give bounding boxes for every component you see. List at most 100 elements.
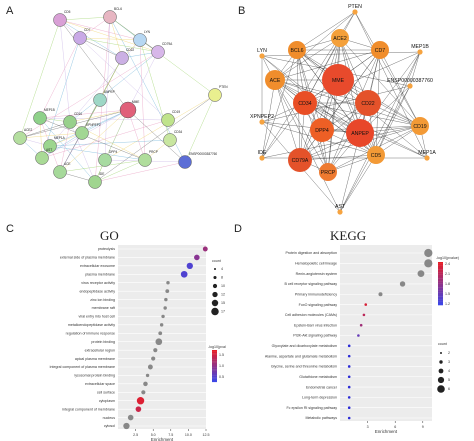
network-a-node-label: MME xyxy=(132,100,139,104)
go-color-legend-swatch xyxy=(212,375,217,378)
network-a-node xyxy=(75,126,89,140)
kegg-color-legend-swatch xyxy=(438,276,443,279)
network-a-node xyxy=(161,113,175,127)
go-color-legend-swatch xyxy=(212,374,217,376)
network-a-node-label: CD34 xyxy=(174,130,182,134)
go-xtick-label: 10.0 xyxy=(185,433,192,437)
network-b-edge xyxy=(299,154,377,161)
network-b-edge xyxy=(339,51,421,213)
go-category-label: viral entry into host cell xyxy=(78,315,115,319)
network-a-edge xyxy=(104,16,111,161)
network-a-node-label: AST xyxy=(46,148,52,152)
go-point xyxy=(164,297,168,302)
network-a-edge xyxy=(59,19,71,123)
kegg-category-label: Fc epsilon RI signaling pathway xyxy=(286,406,337,410)
go-xtick-label: 5.0 xyxy=(151,433,156,437)
kegg-color-legend-swatch xyxy=(438,296,443,299)
kegg-point xyxy=(347,416,351,420)
network-a-edge xyxy=(127,51,159,111)
network-b-node-label: MEP1B xyxy=(411,44,429,50)
go-color-legend-swatch xyxy=(212,359,217,362)
network-a-edge xyxy=(19,132,83,139)
kegg-color-legend-swatch xyxy=(438,274,443,277)
network-b-edge xyxy=(274,79,329,173)
kegg-point xyxy=(424,259,433,268)
kegg-category-label: Metabolic pathways xyxy=(305,416,337,420)
network-a-edge xyxy=(69,51,159,123)
kegg-size-legend-label: 4 xyxy=(448,369,450,373)
kegg-category-label: Glutathione metabolism xyxy=(299,375,337,379)
network-a-node xyxy=(138,153,152,167)
network-b-node-label: MME xyxy=(332,78,345,84)
network-b-node-label: CD79A xyxy=(292,158,309,164)
panel-label-a: A xyxy=(6,5,14,17)
network-a-edge xyxy=(49,145,146,161)
network-a-edge xyxy=(81,109,129,134)
network-b-edge xyxy=(296,11,356,51)
kegg-color-legend-swatch xyxy=(438,289,443,291)
go-size-legend-dot xyxy=(214,268,216,270)
kegg-color-legend-swatch xyxy=(438,303,443,306)
network-b-edge xyxy=(296,49,323,131)
kegg-color-legend-label: 1.8 xyxy=(445,282,450,286)
go-color-legend-swatch xyxy=(212,364,217,367)
network-a-node-label: ACE2 xyxy=(24,128,33,132)
kegg-point xyxy=(347,344,351,348)
network-b-node xyxy=(417,49,423,55)
network-a-node xyxy=(13,131,27,145)
kegg-size-legend-dot xyxy=(438,368,444,374)
go-point xyxy=(161,314,165,319)
kegg-color-legend-swatch xyxy=(438,262,443,264)
network-a-node-label: MEP1B xyxy=(44,108,55,112)
go-color-legend-swatch xyxy=(212,378,217,381)
kegg-category-label: Alanine, aspartate and glutamate metabol… xyxy=(265,354,337,358)
kegg-color-legend-swatch xyxy=(438,271,443,273)
network-a-edge xyxy=(104,94,216,161)
go-color-legend-swatch xyxy=(212,361,217,363)
network-a-node-label: PRCP xyxy=(149,150,158,154)
network-b-node-label: IDE xyxy=(258,150,267,156)
network-a-edge xyxy=(41,119,169,159)
network-a-edge xyxy=(49,109,129,147)
network-a-edge xyxy=(59,19,159,53)
kegg-size-legend-title: count xyxy=(438,342,447,346)
network-a-node-label: CD79A xyxy=(162,42,173,46)
network-a-node-label: CD5 xyxy=(64,10,71,14)
network-a-edge xyxy=(79,37,141,41)
go-category-label: metalloendopeptidase activity xyxy=(68,323,115,327)
network-b-node-label: LYN xyxy=(257,48,267,54)
network-a-node-label: ENSP00000387760 xyxy=(189,152,217,156)
go-title: GO xyxy=(100,228,119,243)
kegg-color-legend-label: 1.5 xyxy=(445,292,450,296)
network-b-node-label: CD22 xyxy=(361,101,374,107)
network-a-node xyxy=(43,139,57,153)
go-category-label: virus receptor activity xyxy=(81,281,115,285)
network-a-edge xyxy=(39,117,146,161)
go-point xyxy=(123,422,130,430)
go-point xyxy=(153,348,158,353)
go-size-legend-label: 10 xyxy=(221,284,225,288)
network-b-node xyxy=(259,155,265,161)
go-category-label: extracellular exosome xyxy=(80,264,115,268)
kegg-color-legend-swatch xyxy=(438,294,443,297)
network-b-node xyxy=(259,119,265,125)
kegg-category-label: Primary immunodeficiency xyxy=(295,292,337,296)
kegg-category-label: Renin-angiotensin system xyxy=(296,272,337,276)
network-b-node xyxy=(371,41,389,59)
network-a-edge xyxy=(19,19,61,139)
kegg-size-legend-dot xyxy=(439,360,443,364)
network-a-node xyxy=(88,175,102,189)
kegg-color-legend-swatch xyxy=(438,298,443,300)
kegg-color-legend-swatch xyxy=(438,263,443,266)
network-b-edge xyxy=(274,79,301,161)
kegg-point xyxy=(364,303,368,306)
network-a-edge xyxy=(79,37,159,53)
kegg-color-legend-label: 1.2 xyxy=(445,302,450,306)
kegg-point xyxy=(359,323,363,327)
network-b-edge xyxy=(261,51,421,57)
network-a-edge xyxy=(69,121,96,183)
go-point xyxy=(147,364,153,370)
go-category-label: plasma membrane xyxy=(85,272,115,276)
network-a-node xyxy=(163,133,177,147)
go-chart: proteolysis external side of plasma membr… xyxy=(50,245,226,441)
